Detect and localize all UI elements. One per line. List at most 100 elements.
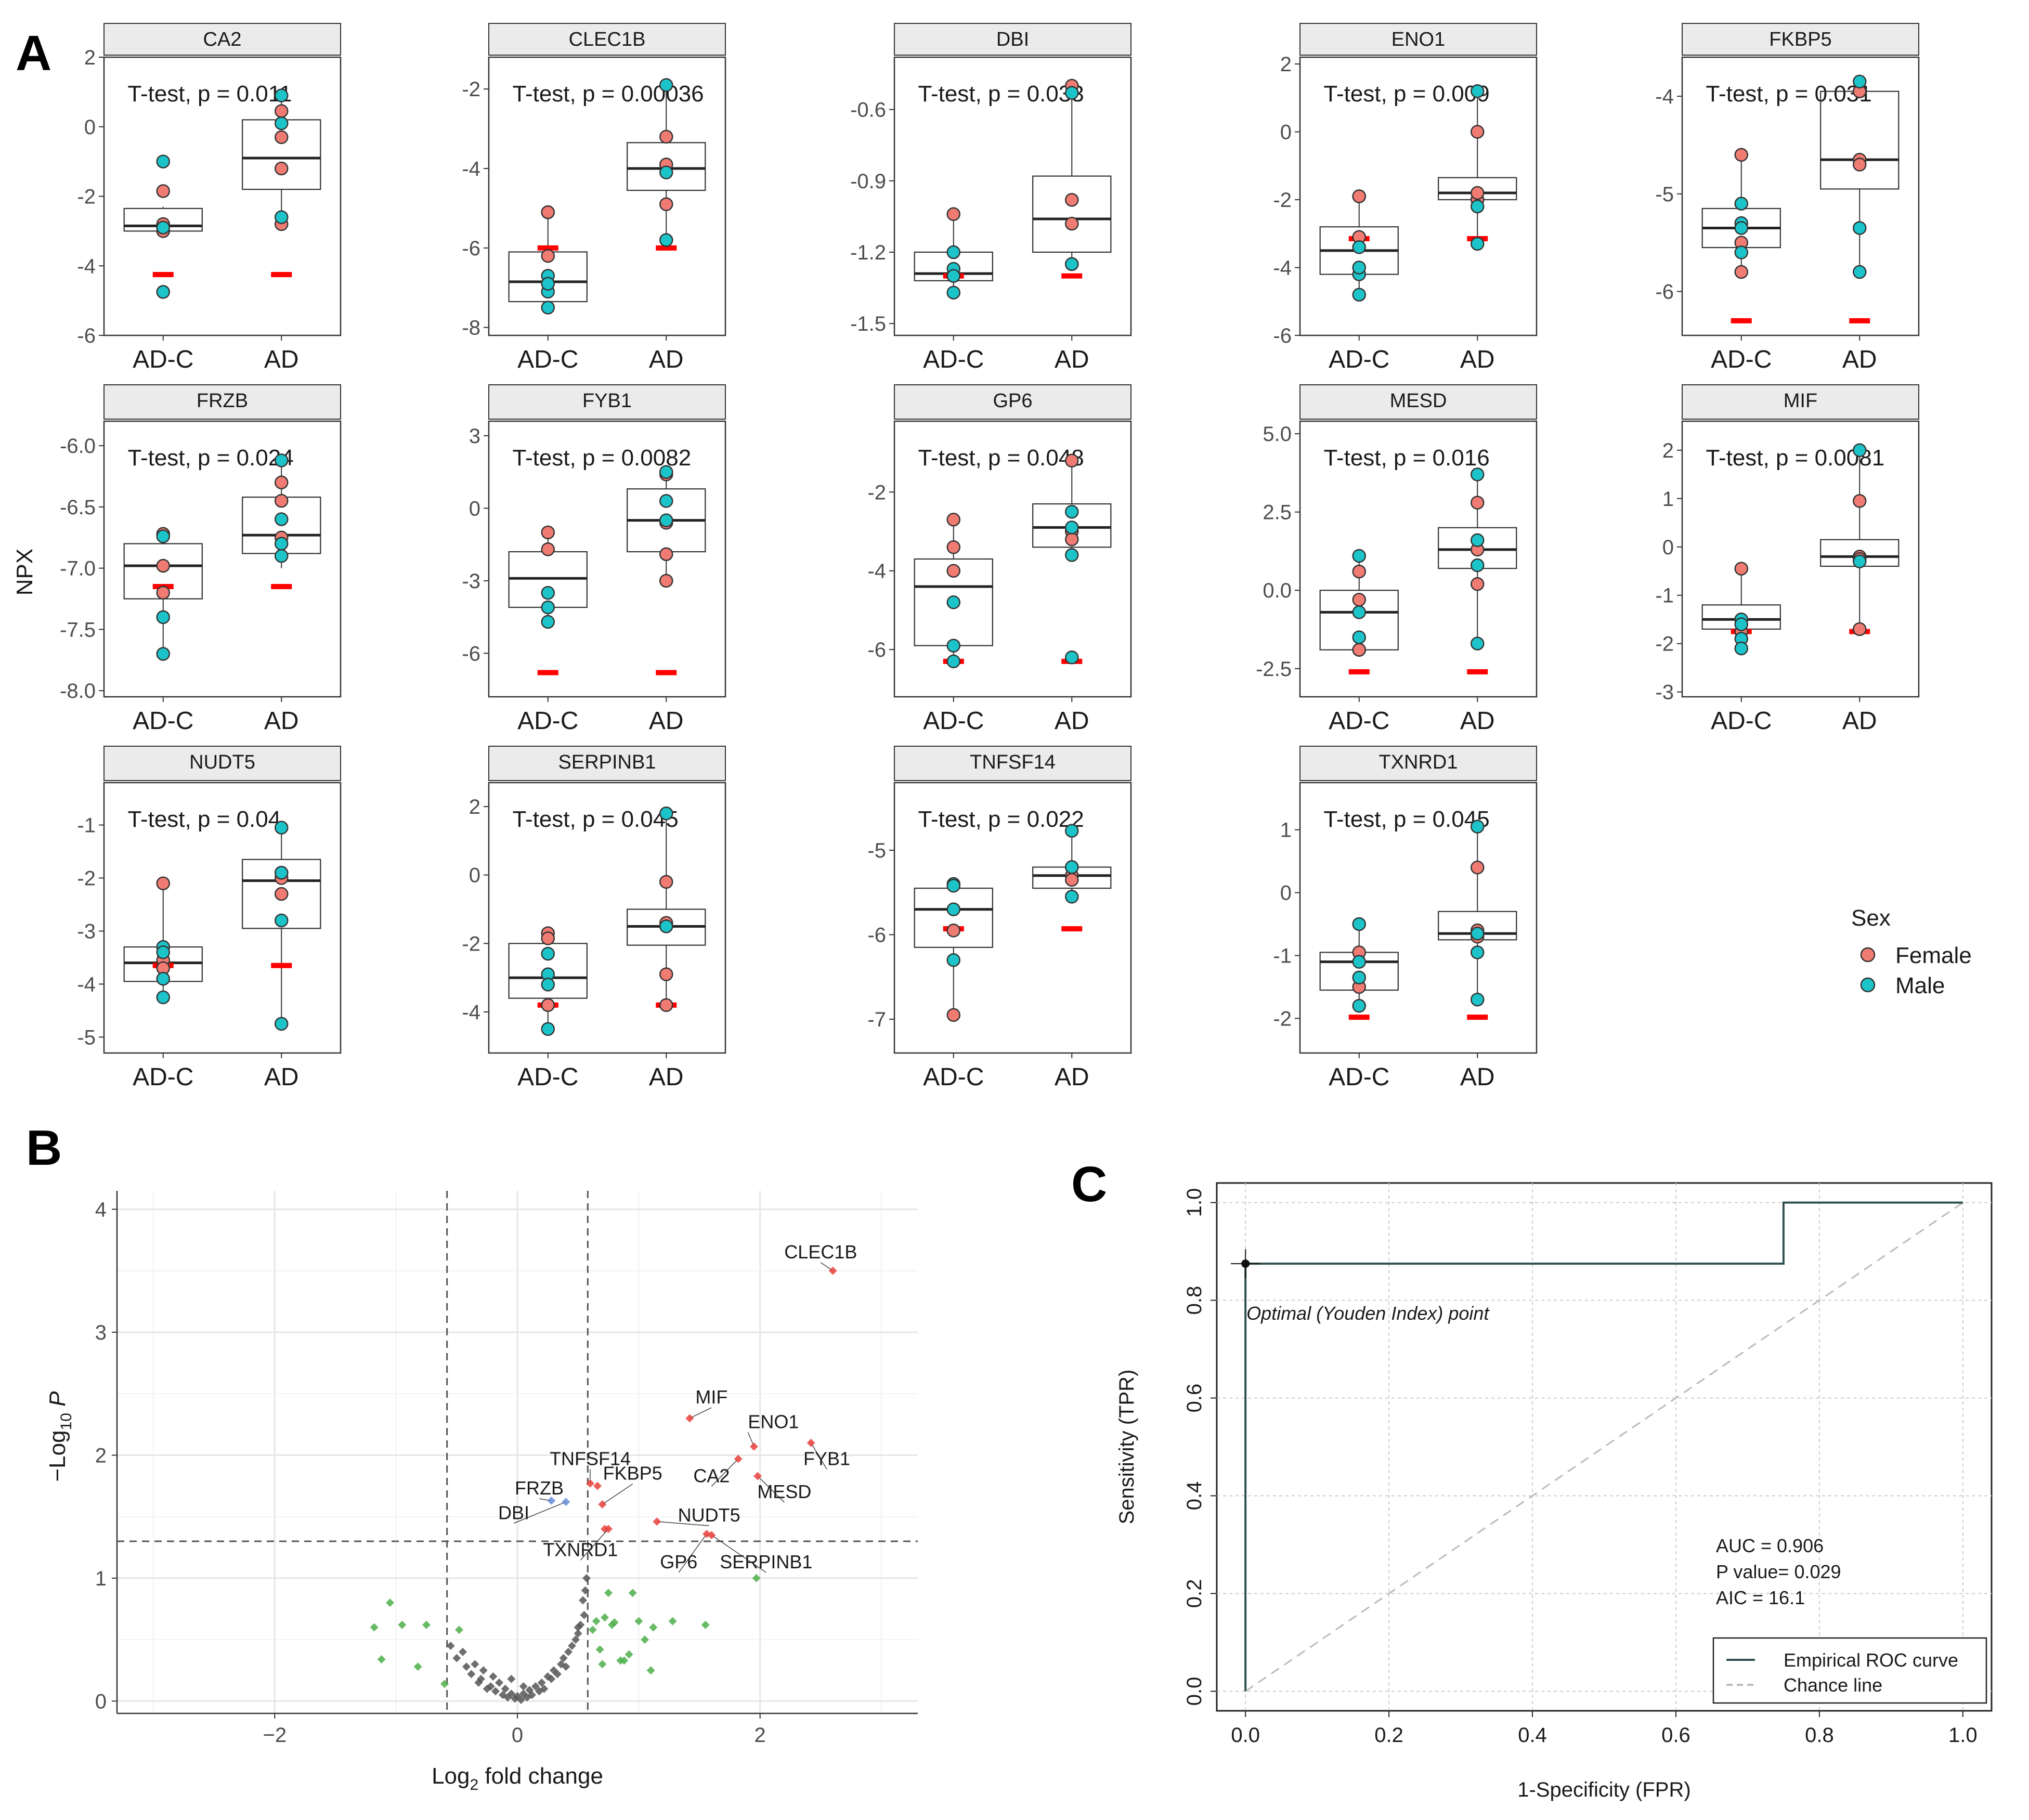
point-female <box>275 887 289 901</box>
optimal-point <box>1241 1259 1250 1268</box>
facet-strip <box>894 23 1131 56</box>
facet-title: SERPINB1 <box>558 751 656 773</box>
x-tick-label: AD <box>1055 346 1089 373</box>
facet-plot-area <box>488 420 726 698</box>
point-ns <box>571 1635 580 1644</box>
point-female <box>659 875 673 889</box>
y-tick-label: -2 <box>1273 189 1292 212</box>
point-male <box>1471 992 1485 1007</box>
facet-strip <box>894 746 1131 781</box>
point-male <box>275 821 289 835</box>
y-tick-label: -4 <box>462 158 480 180</box>
label-connector <box>602 1484 633 1505</box>
point-female <box>541 542 555 556</box>
point-ns <box>582 1574 591 1582</box>
y-tick-label: -3 <box>1655 681 1674 704</box>
x-tick-label: AD <box>1842 346 1877 373</box>
y-tick-label: 2 <box>469 796 480 818</box>
point-female <box>1352 593 1366 607</box>
y-tick-label: 0 <box>1280 882 1292 905</box>
point-male <box>275 913 289 928</box>
legend-roc-label: Empirical ROC curve <box>1784 1649 1958 1671</box>
point-txnrd1 <box>604 1525 613 1533</box>
point-female <box>1352 643 1366 657</box>
point-female <box>541 998 555 1012</box>
point-male <box>659 233 673 247</box>
point-fc-only <box>398 1620 407 1629</box>
label-connector <box>657 1521 709 1526</box>
x-tick-label: AD <box>649 1063 684 1091</box>
y-tick-label: 4 <box>95 1198 107 1221</box>
point-male <box>156 972 170 986</box>
x-tick-label: 2 <box>755 1724 766 1747</box>
y-axis-label: NPX <box>12 549 37 595</box>
y-tick-label: -3 <box>77 920 96 943</box>
point-ns <box>568 1641 576 1650</box>
point-female <box>946 564 960 578</box>
y-tick-label: 0 <box>84 116 96 139</box>
point-male <box>1471 533 1485 548</box>
y-tick-label: 5.0 <box>1263 423 1292 446</box>
point-male <box>1853 221 1867 235</box>
point-female <box>1471 125 1485 139</box>
y-tick-label: 0 <box>469 864 480 887</box>
point-male <box>946 654 960 669</box>
x-tick-label: AD-C <box>923 707 984 735</box>
y-tick-label: 2.5 <box>1263 501 1292 524</box>
point-ns <box>477 1674 485 1683</box>
y-tick-label: -8.0 <box>60 680 96 703</box>
y-tick-label: 0.6 <box>1183 1384 1206 1413</box>
label-connector <box>513 1501 566 1524</box>
point-ns <box>581 1586 590 1595</box>
x-tick-label: 0.0 <box>1231 1724 1260 1747</box>
test-annotation: T-test, p = 0.0082 <box>513 445 692 471</box>
gene-label: FYB1 <box>803 1448 850 1469</box>
point-female <box>156 558 170 573</box>
x-tick-label: AD-C <box>1329 707 1389 735</box>
point-fc-only <box>598 1660 607 1669</box>
roc-stat: AIC = 16.1 <box>1716 1587 1805 1608</box>
y-axis-label: Sensitivity (TPR) <box>1115 1370 1138 1525</box>
point-female <box>541 249 555 263</box>
test-annotation: T-test, p = 0.048 <box>918 445 1084 471</box>
label-connector <box>678 1533 707 1573</box>
point-male <box>1065 504 1079 519</box>
facet-plot-area <box>103 420 342 698</box>
point-male <box>1471 945 1485 959</box>
point-male <box>946 902 960 916</box>
point-male <box>275 453 289 467</box>
point-male <box>946 879 960 893</box>
facet-eno1: ENO1 -6 -4 -2 0 2 AD-C AD T-test, p = 0.009 <box>1273 23 1538 373</box>
gene-label: ENO1 <box>748 1411 799 1432</box>
x-tick-label: 1.0 <box>1948 1724 1978 1747</box>
x-tick-label: AD <box>1460 346 1495 373</box>
facet-strip <box>488 746 726 781</box>
point-fc-only <box>634 1617 643 1626</box>
point-female <box>1065 873 1079 887</box>
point-fyb1 <box>807 1438 815 1447</box>
roc-stat: AUC = 0.906 <box>1716 1535 1824 1556</box>
point-ns <box>471 1660 479 1669</box>
y-tick-label: -4 <box>867 560 886 583</box>
point-male <box>541 600 555 615</box>
x-tick-label: 0.2 <box>1374 1724 1403 1747</box>
y-tick-label: -2 <box>1655 633 1674 656</box>
point-fc-only <box>752 1574 761 1582</box>
y-tick-label: 2 <box>1662 439 1674 462</box>
gene-label: FRZB <box>515 1477 564 1499</box>
point-ns <box>553 1670 562 1679</box>
point-male <box>1352 288 1366 302</box>
box-iqr <box>1032 175 1112 253</box>
point-female <box>659 129 673 144</box>
y-tick-label: -1.5 <box>850 313 886 335</box>
test-annotation: T-test, p = 0.045 <box>513 807 679 832</box>
point-female <box>275 104 289 118</box>
point-female <box>1853 158 1867 172</box>
point-fc-only <box>620 1656 629 1665</box>
label-connector <box>690 1407 712 1419</box>
y-tick-label: -0.9 <box>850 170 886 193</box>
label-connector <box>711 1458 739 1487</box>
facet-title: MIF <box>1784 390 1817 412</box>
point-male <box>541 978 555 992</box>
facet-nudt5: NUDT5 -5 -4 -3 -2 -1 AD-C AD T-test, p = 0.04 <box>77 746 342 1091</box>
